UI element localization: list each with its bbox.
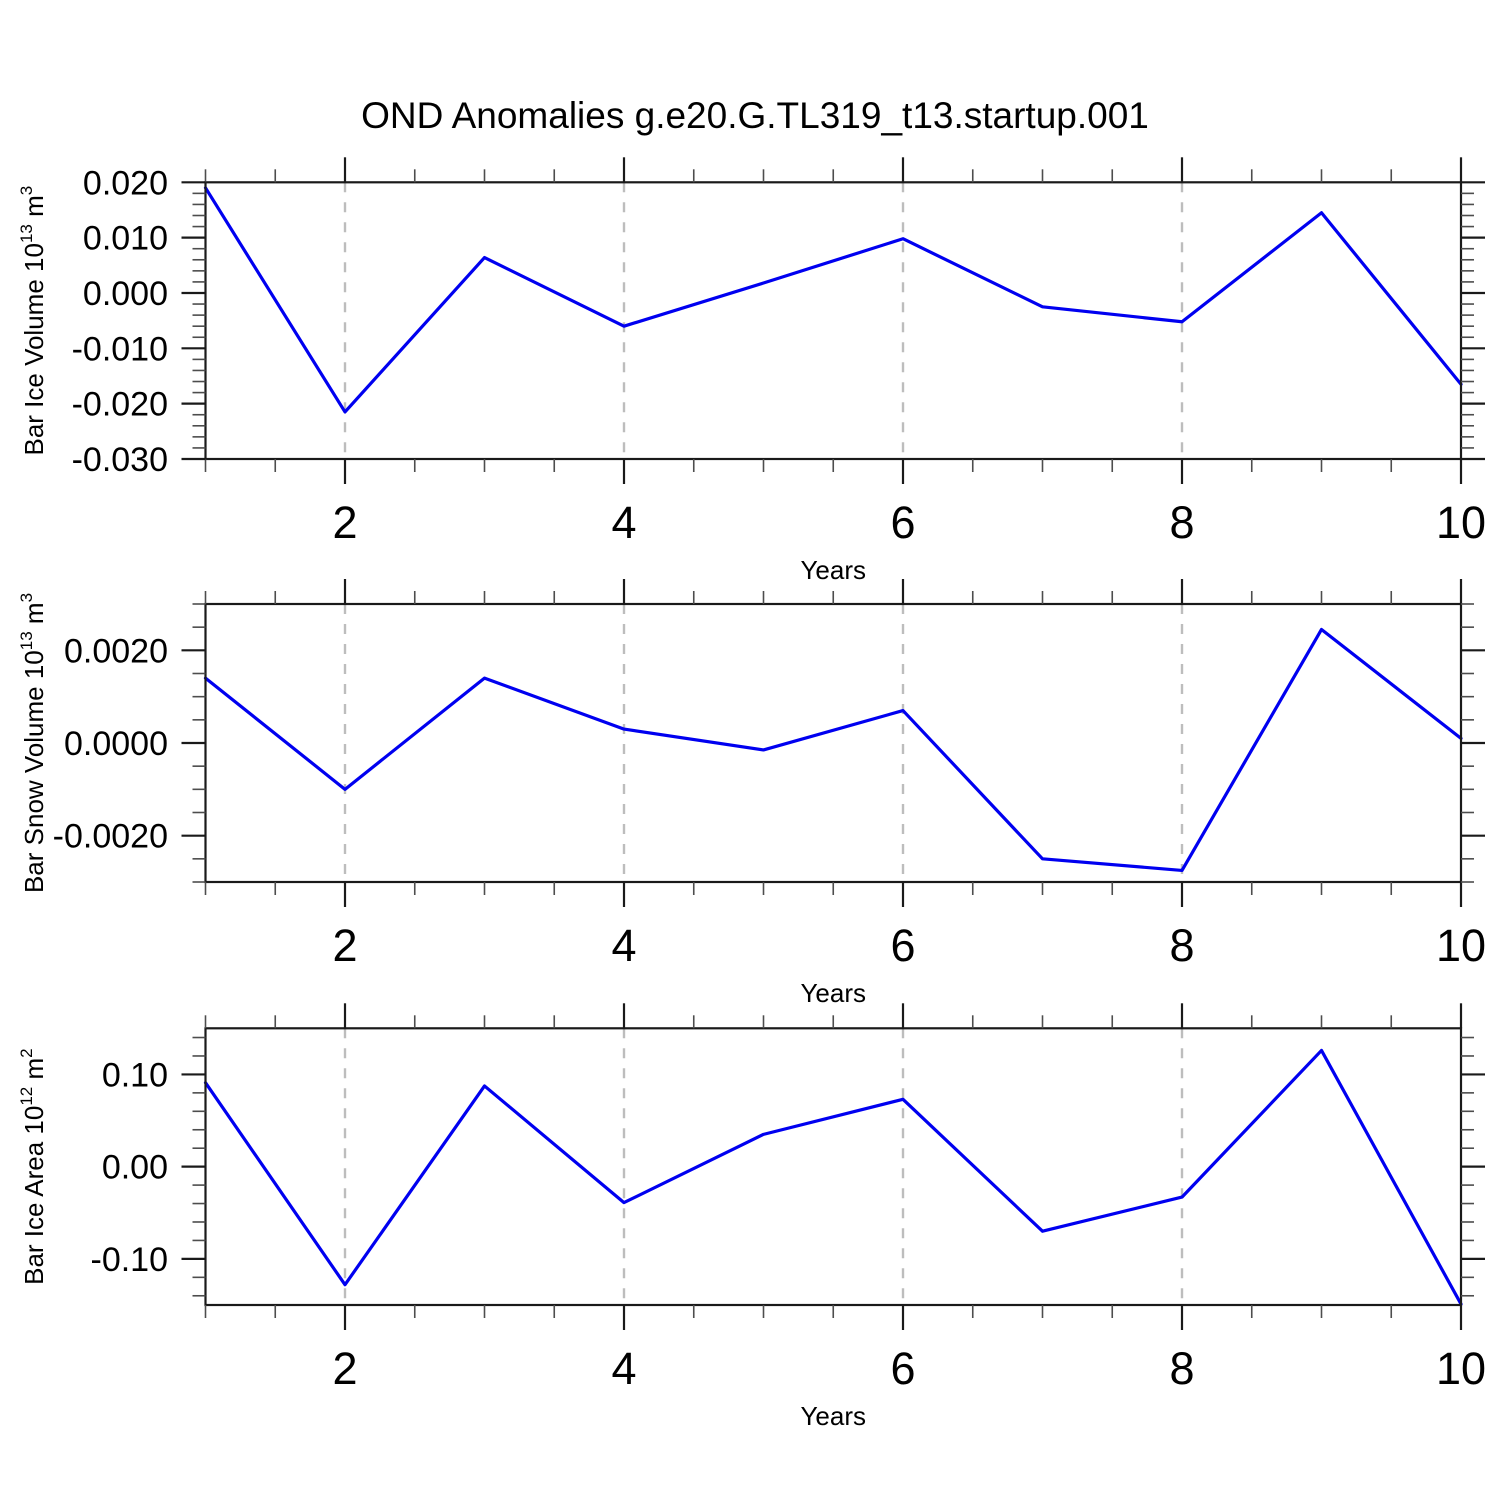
y-axis-title-text: Bar Ice Volume 10 [19,243,49,455]
y-axis-title-superscript: 13 [17,224,36,243]
panel-3: 2 4 6 8 10 Years 0.10 0.00 -0.10 Bar Ice Area 101… [17,1003,1486,1431]
x-tick-label: 6 [890,920,915,971]
y-axis-title: Bar Snow Volume 1013 m3 [17,593,49,893]
y-tick-label: 0.10 [102,1056,168,1094]
x-tick-label: 8 [1169,497,1194,548]
x-tick-label: 8 [1169,1343,1194,1394]
plot-frame [204,1027,1463,1307]
x-tick-label: 10 [1436,497,1486,548]
y-axis-title-text: Bar Ice Area 10 [19,1106,49,1285]
y-axis-title-superscript: 12 [17,1087,36,1106]
x-tick-label: 6 [890,1343,915,1394]
y-axis-title-superscript: 3 [17,593,36,602]
snow-volume-anomaly-line [203,627,1463,873]
y-tick-label: 0.0020 [64,632,168,670]
y-tick-label: 0.020 [83,164,168,202]
y-tick-label: 0.0000 [64,725,168,763]
x-tick-label: 4 [611,497,636,548]
x-tick-label: 10 [1436,920,1486,971]
y-tick-label: 0.000 [83,275,168,313]
x-axis-title: Years [800,978,866,1008]
y-tick-label: -0.10 [91,1241,169,1279]
y-tick-label: -0.0020 [53,818,168,856]
y-axis-title-text: Bar Snow Volume 10 [19,650,49,893]
x-tick-label: 10 [1436,1343,1486,1394]
y-axis-title-superscript: 13 [17,631,36,650]
y-tick-label: -0.020 [72,386,168,424]
y-axis-title-superscript: 2 [17,1048,36,1057]
y-axis-title-text: m [19,602,49,631]
ice-volume-anomaly-line [203,186,1463,414]
x-tick-label: 2 [332,1343,357,1394]
y-tick-label: 0.00 [102,1149,168,1187]
x-tick-label: 6 [890,497,915,548]
y-axis-title: Bar Ice Volume 1013 m3 [17,186,49,456]
panel-1: 2 4 6 8 10 Years 0.020 0.010 0.000 -0.010 -0.020 -0… [17,157,1486,585]
x-tick-label: 4 [611,1343,636,1394]
y-axis-title-text: m [19,195,49,224]
y-tick-label: 0.010 [83,220,168,258]
x-tick-label: 4 [611,920,636,971]
x-tick-label: 2 [332,497,357,548]
y-tick-label: -0.010 [72,330,168,368]
y-tick-label: -0.030 [72,441,168,479]
ice-area-anomaly-line [203,1048,1463,1306]
x-axis-title: Years [800,555,866,585]
x-axis-title: Years [800,1401,866,1431]
figure-title: OND Anomalies g.e20.G.TL319_t13.startup.… [361,95,1149,136]
x-tick-label: 2 [332,920,357,971]
y-axis-title-superscript: 3 [17,186,36,195]
plot-frame [204,181,1463,461]
y-axis-title-text: m [19,1058,49,1087]
plot-frame [204,602,1463,884]
x-tick-label: 8 [1169,920,1194,971]
y-axis-title: Bar Ice Area 1012 m2 [17,1048,49,1285]
